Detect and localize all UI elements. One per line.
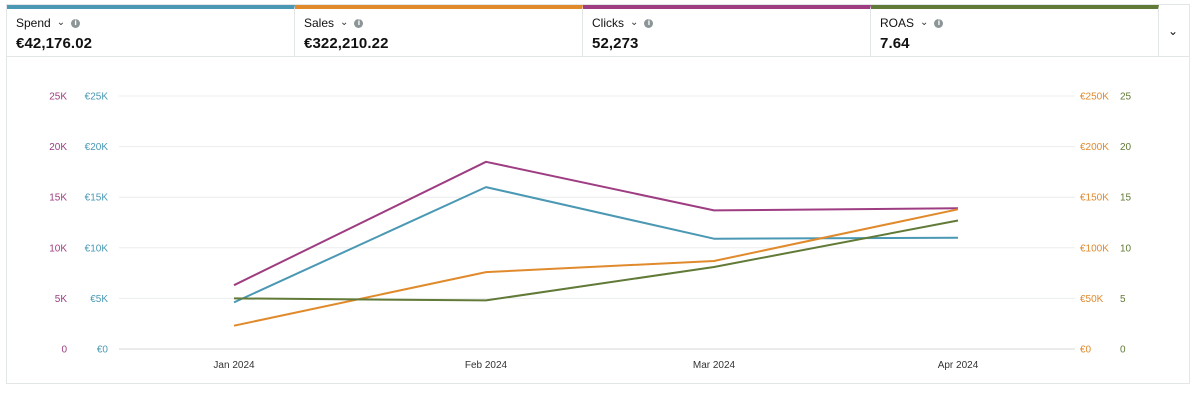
axis-tick-label: €25K [85,92,109,103]
axis-tick-label: €15K [85,193,109,204]
chevron-down-icon[interactable]: ⌄ [920,16,929,28]
series-line-roas [233,219,959,302]
axis-tick-label: €0 [97,345,109,356]
x-tick-label: Jan 2024 [213,360,255,371]
metric-tile-clicks[interactable]: Clicks ⌄ i 52,273 [583,5,871,57]
info-icon[interactable]: i [354,18,364,28]
axis-tick-label: 10K [49,243,67,254]
series-line-sales [233,208,959,327]
axis-tick-label: 20 [1120,142,1132,153]
axis-tick-label: €250K [1080,92,1109,103]
series-line-clicks [233,160,959,287]
x-tick-label: Mar 2024 [693,360,736,371]
x-tick-label: Feb 2024 [465,360,508,371]
axis-tick-label: 5K [55,294,68,305]
chevron-down-icon[interactable]: ⌄ [56,16,66,28]
chevron-down-icon[interactable]: ⌄ [340,16,349,28]
axis-tick-label: €10K [85,243,109,254]
metric-label: Spend [16,16,51,30]
axis-tick-label: 25K [49,92,67,103]
axis-tick-label: €150K [1080,193,1109,204]
performance-widget: Spend ⌄ i €42,176.02 Sales ⌄ i €322,210.… [6,4,1190,384]
axis-tick-label: €50K [1080,294,1104,305]
axis-tick-label: 15 [1120,193,1132,204]
expand-button[interactable]: ⌄ [1157,5,1189,57]
axis-tick-label: 5 [1120,294,1126,305]
axis-tick-label: 10 [1120,243,1132,254]
axis-tick-label: €5K [90,294,108,305]
axis-tick-label: €200K [1080,142,1109,153]
info-icon[interactable]: i [644,18,654,28]
axis-tick-label: 0 [1120,345,1126,356]
metric-label: Clicks [592,16,624,30]
metric-value: 52,273 [592,35,639,52]
metric-tiles: Spend ⌄ i €42,176.02 Sales ⌄ i €322,210.… [7,5,1159,57]
info-icon[interactable]: i [71,18,81,28]
series-line-spend [233,186,959,304]
metric-tile-spend[interactable]: Spend ⌄ i €42,176.02 [7,5,295,57]
metric-value: €322,210.22 [304,35,389,52]
axis-tick-label: €20K [85,142,109,153]
metric-tile-roas[interactable]: ROAS ⌄ i 7.64 [871,5,1159,57]
metric-tile-sales[interactable]: Sales ⌄ i €322,210.22 [295,5,583,57]
line-chart: 0 5K 10K 15K 20K 25K €0 €5K €10K €15K €20K €25K €0 €5… [49,92,1132,372]
x-tick-label: Apr 2024 [938,360,979,371]
axis-tick-label: 20K [49,142,67,153]
metric-label: Sales [304,16,335,30]
chevron-down-icon: ⌄ [1167,23,1179,38]
axis-tick-label: 0 [61,345,67,356]
info-icon[interactable]: i [934,18,944,28]
axis-tick-label: 25 [1120,92,1132,103]
axis-tick-label: 15K [49,193,67,204]
metric-value: 7.64 [880,35,910,52]
axis-tick-label: €0 [1080,345,1092,356]
axis-tick-label: €100K [1080,243,1109,254]
chevron-down-icon[interactable]: ⌄ [630,16,639,28]
metric-value: €42,176.02 [16,35,93,52]
metric-label: ROAS [880,16,915,30]
